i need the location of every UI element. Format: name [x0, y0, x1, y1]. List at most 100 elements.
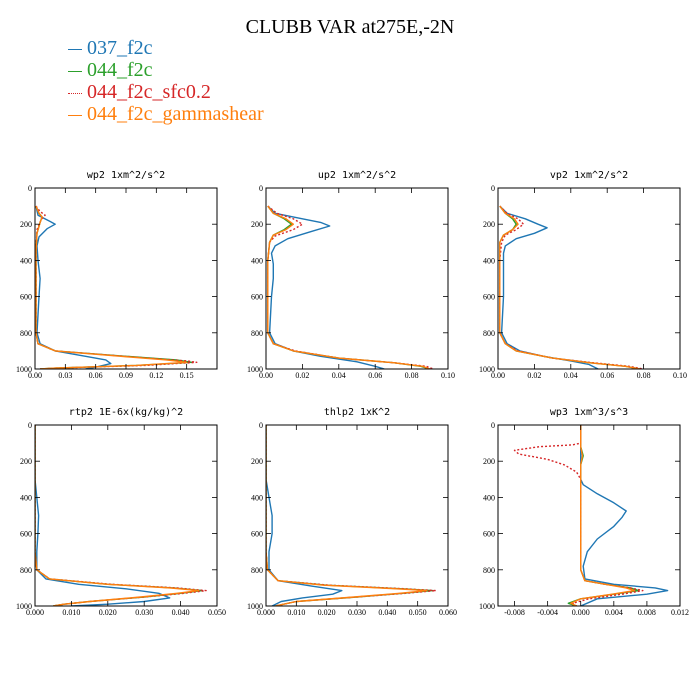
series-group	[513, 425, 669, 606]
x-tick-label: 0.010	[287, 608, 305, 617]
series-line-1	[266, 425, 343, 606]
y-tick-label: 400	[483, 493, 495, 502]
x-tick-label: 0.004	[605, 608, 623, 617]
panel-6: wp3 1xm^3/s^3 -0.008 -0.004 0.000 0.004 0.008…	[479, 407, 689, 617]
series-line-2	[35, 205, 193, 369]
series-line-2	[499, 205, 641, 369]
x-tick-label: 0.050	[409, 608, 427, 617]
y-tick-label: 200	[251, 220, 263, 229]
series-line-3	[267, 205, 434, 369]
x-tick-label: 0.000	[572, 608, 590, 617]
legend-text-1: 037_f2c	[87, 37, 153, 59]
y-tick-label: 200	[20, 220, 32, 229]
series-line-2	[35, 425, 204, 606]
series-line-4	[499, 205, 641, 369]
y-tick-label: 600	[251, 530, 263, 539]
x-tick-label: -0.008	[504, 608, 525, 617]
x-tick-label: 0.010	[62, 608, 80, 617]
x-tick-label: 0.06	[368, 371, 382, 380]
x-tick-label: 0.08	[637, 371, 651, 380]
series-group	[267, 205, 434, 369]
series-line-3	[499, 205, 644, 369]
x-tick-label: 0.04	[332, 371, 346, 380]
y-tick-label: 0	[259, 184, 263, 193]
x-tick-label: 0.02	[527, 371, 541, 380]
legend-line-1	[68, 48, 82, 50]
y-tick-label: 600	[251, 293, 263, 302]
y-tick-label: 800	[251, 329, 263, 338]
x-tick-label: 0.030	[348, 608, 366, 617]
series-line-4	[35, 205, 188, 369]
y-tick-label: 200	[483, 457, 495, 466]
series-line-2	[266, 425, 434, 606]
y-tick-label: 1000	[479, 365, 495, 374]
y-tick-label: 800	[20, 566, 32, 575]
series-line-4	[35, 425, 200, 606]
series-group	[35, 205, 198, 369]
x-tick-label: 0.03	[58, 371, 72, 380]
series-line-2	[267, 205, 430, 369]
legend-line-3	[68, 92, 82, 94]
plot-frame	[265, 424, 449, 607]
y-tick-label: 1000	[16, 602, 32, 611]
panel-title: vp2 1xm^2/s^2	[550, 170, 628, 181]
x-tick-label: 0.020	[99, 608, 117, 617]
y-tick-label: 600	[483, 530, 495, 539]
x-tick-label: 0.008	[638, 608, 656, 617]
x-tick-label: 0.06	[600, 371, 614, 380]
x-tick-label: 0.060	[439, 608, 457, 617]
x-tick-label: 0.020	[318, 608, 336, 617]
legend-text-3: 044_f2c_sfc0.2	[87, 81, 211, 103]
x-tick-label: 0.04	[564, 371, 578, 380]
panel-1: wp2 1xm^2/s^2 0.00 0.03 0.06 0.09 0.12 0.15 0 20…	[16, 170, 218, 380]
legend-line-2	[68, 70, 82, 72]
x-tick-label: 0.040	[172, 608, 190, 617]
plot-frame	[497, 424, 681, 607]
x-tick-label: 0.000	[26, 608, 44, 617]
y-tick-label: 0	[28, 421, 32, 430]
y-tick-label: 0	[491, 184, 495, 193]
series-line-1	[35, 205, 112, 369]
series-line-3	[35, 425, 207, 606]
x-tick-label: 0.00	[28, 371, 42, 380]
series-group	[266, 425, 437, 606]
plot-frame	[265, 187, 449, 370]
plot-frame	[34, 187, 218, 370]
figure-title: CLUBB VAR at275E,-2N	[245, 16, 455, 38]
series-line-4	[266, 425, 428, 606]
y-tick-label: 1000	[16, 365, 32, 374]
panel-title: wp2 1xm^2/s^2	[87, 170, 165, 181]
legend-entry-2: 044_f2c	[68, 59, 153, 81]
x-tick-label: 0.12	[149, 371, 163, 380]
x-tick-label: 0.10	[673, 371, 687, 380]
y-tick-label: 400	[20, 256, 32, 265]
series-line-4	[267, 205, 431, 369]
x-tick-label: 0.02	[295, 371, 309, 380]
legend-text-4: 044_f2c_gammashear	[87, 103, 264, 125]
y-tick-label: 600	[20, 530, 32, 539]
series-group	[35, 425, 207, 606]
legend-entry-3: 044_f2c_sfc0.2	[68, 81, 211, 103]
x-tick-label: 0.06	[89, 371, 103, 380]
x-tick-label: 0.09	[119, 371, 133, 380]
x-tick-label: 0.08	[405, 371, 419, 380]
series-line-4	[570, 425, 636, 606]
y-tick-label: 800	[483, 329, 495, 338]
series-line-1	[35, 425, 171, 606]
plot-frame	[34, 424, 218, 607]
y-tick-label: 1000	[247, 602, 263, 611]
panel-3: vp2 1xm^2/s^2 0.00 0.02 0.04 0.06 0.08 0.10 0 20…	[479, 170, 687, 380]
y-tick-label: 0	[28, 184, 32, 193]
y-tick-label: 200	[20, 457, 32, 466]
x-tick-label: 0.012	[671, 608, 689, 617]
y-tick-label: 200	[483, 220, 495, 229]
y-tick-label: 800	[483, 566, 495, 575]
y-tick-label: 200	[251, 457, 263, 466]
x-tick-label: 0.10	[441, 371, 455, 380]
x-tick-label: 0.050	[208, 608, 226, 617]
series-line-3	[35, 205, 198, 369]
plot-frame	[497, 187, 681, 370]
y-tick-label: 600	[483, 293, 495, 302]
y-tick-label: 0	[259, 421, 263, 430]
series-line-1	[580, 425, 669, 606]
